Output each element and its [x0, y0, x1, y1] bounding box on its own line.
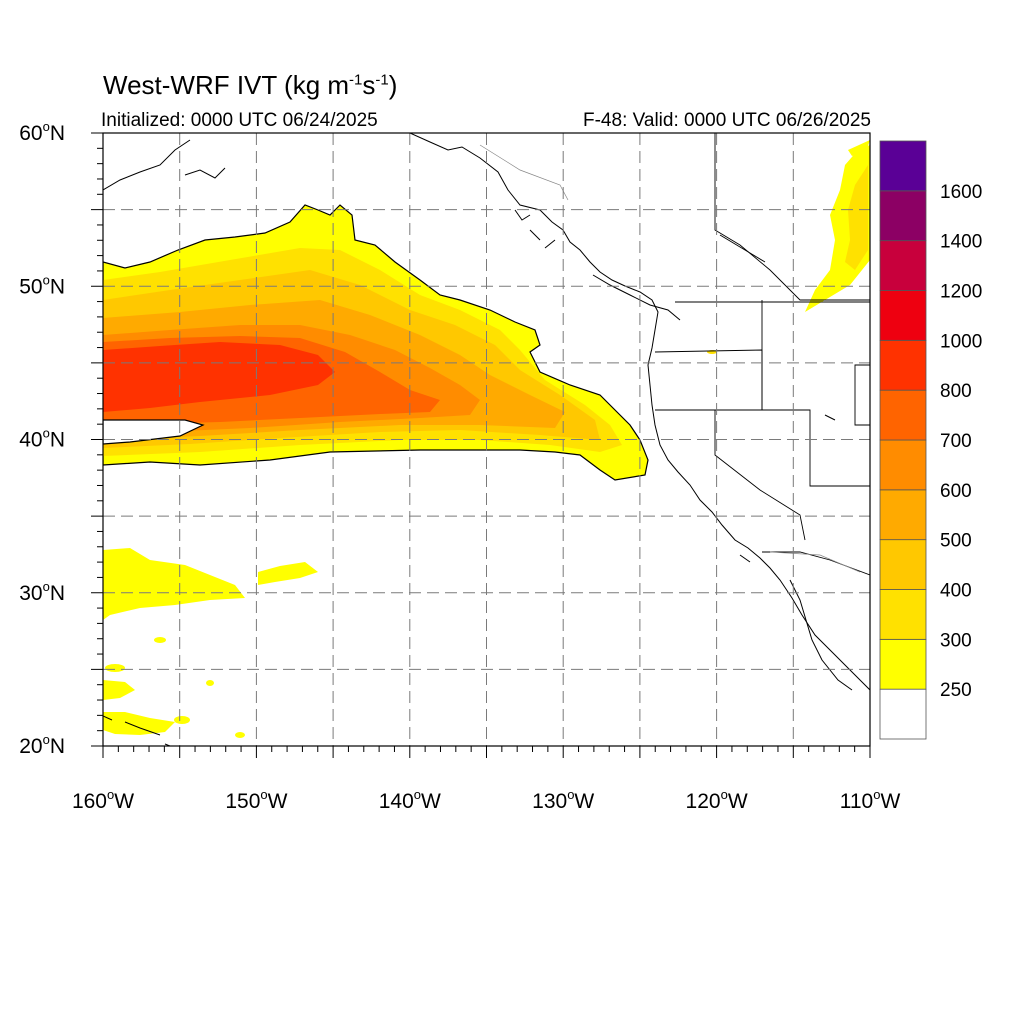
lon-tick-label: 150oW [225, 787, 287, 813]
dry-tongue [103, 419, 205, 445]
colorbar-labels: 250 300 400 500 600 700 800 1000 1200 1400 1600 [940, 182, 982, 701]
colorbar-label: 400 [940, 581, 972, 602]
colorbar-label: 1000 [940, 331, 982, 352]
lon-tick-label: 130oW [532, 787, 594, 813]
lat-tick-label: 40oN [19, 426, 65, 452]
valid-time-label: F-48: Valid: 0000 UTC 06/26/2025 [583, 110, 871, 131]
latitude-labels: 60oN 50oN 40oN 30oN 20oN [19, 119, 65, 758]
colorbar-segment [879, 240, 927, 291]
colorbar-label: 250 [940, 680, 972, 701]
political-borders [654, 133, 870, 576]
colorbar-segment [879, 489, 927, 541]
colorbar-label: 600 [940, 481, 972, 502]
ivt-patches-subtropical [103, 548, 318, 738]
provincial-borders [479, 144, 861, 573]
colorbar-segment [879, 389, 927, 441]
colorbar-segment [879, 638, 927, 690]
colorbar-label: 500 [940, 531, 972, 552]
lat-tick-label: 20oN [19, 732, 65, 758]
longitude-labels: 160oW 150oW 140oW 130oW 120oW 110oW [72, 787, 901, 813]
lat-tick-label: 60oN [19, 119, 65, 145]
colorbar-label: 700 [940, 431, 972, 452]
colorbar [879, 140, 927, 740]
initialized-label: Initialized: 0000 UTC 06/24/2025 [101, 110, 378, 131]
colorbar-segment [879, 589, 927, 640]
colorbar-label: 1400 [940, 232, 982, 253]
lon-tick-label: 140oW [379, 787, 441, 813]
colorbar-segment [879, 439, 927, 491]
colorbar-segment [879, 290, 927, 341]
colorbar-segment [879, 190, 927, 242]
ivt-contour-800 [103, 342, 335, 412]
lat-tick-label: 50oN [19, 272, 65, 298]
map-grid [103, 133, 870, 746]
colorbar-label: 1200 [940, 282, 982, 303]
colorbar-label: 1600 [940, 182, 982, 203]
lon-tick-label: 160oW [72, 787, 134, 813]
lat-tick-label: 30oN [19, 579, 65, 605]
ivt-patch-north [805, 145, 870, 312]
colorbar-segment [879, 140, 927, 192]
colorbar-label: 300 [940, 630, 972, 651]
colorbar-segment [879, 539, 927, 590]
ivt-field [103, 140, 870, 738]
map-title: West-WRF IVT (kg m-1s-1) [103, 70, 398, 100]
lon-tick-label: 110oW [840, 787, 901, 813]
colorbar-segment [879, 688, 927, 740]
lon-tick-label: 120oW [686, 787, 748, 813]
axis-ticks [91, 132, 871, 758]
colorbar-label: 800 [940, 381, 972, 402]
coastlines [103, 133, 870, 746]
colorbar-segment [879, 339, 927, 391]
